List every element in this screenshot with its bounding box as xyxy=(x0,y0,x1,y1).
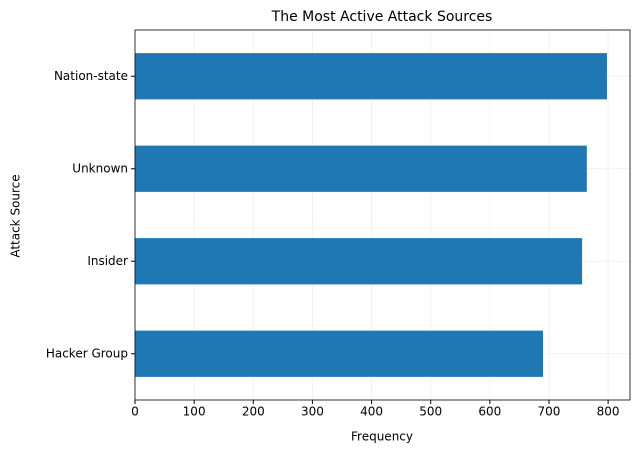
x-tick-label: 500 xyxy=(419,405,442,419)
y-tick-label: Unknown xyxy=(72,161,128,175)
y-tick-label: Insider xyxy=(87,254,128,268)
bar xyxy=(135,330,544,377)
y-tick-label: Nation-state xyxy=(54,69,128,83)
x-tick-label: 600 xyxy=(478,405,501,419)
bar xyxy=(135,238,583,285)
x-tick-label: 300 xyxy=(301,405,324,419)
x-tick-label: 0 xyxy=(131,405,139,419)
chart-title: The Most Active Attack Sources xyxy=(271,9,493,25)
x-tick-label: 100 xyxy=(183,405,206,419)
y-tick-label: Hacker Group xyxy=(46,346,128,360)
bar xyxy=(135,145,587,192)
x-tick-label: 400 xyxy=(360,405,383,419)
y-axis-label: Attack Source xyxy=(9,174,23,257)
x-tick-label: 200 xyxy=(242,405,265,419)
plot-frame xyxy=(134,29,631,401)
x-tick-label: 800 xyxy=(597,405,620,419)
bar xyxy=(135,53,607,100)
x-axis-label: Frequency xyxy=(351,430,413,444)
x-tick-label: 700 xyxy=(538,405,561,419)
